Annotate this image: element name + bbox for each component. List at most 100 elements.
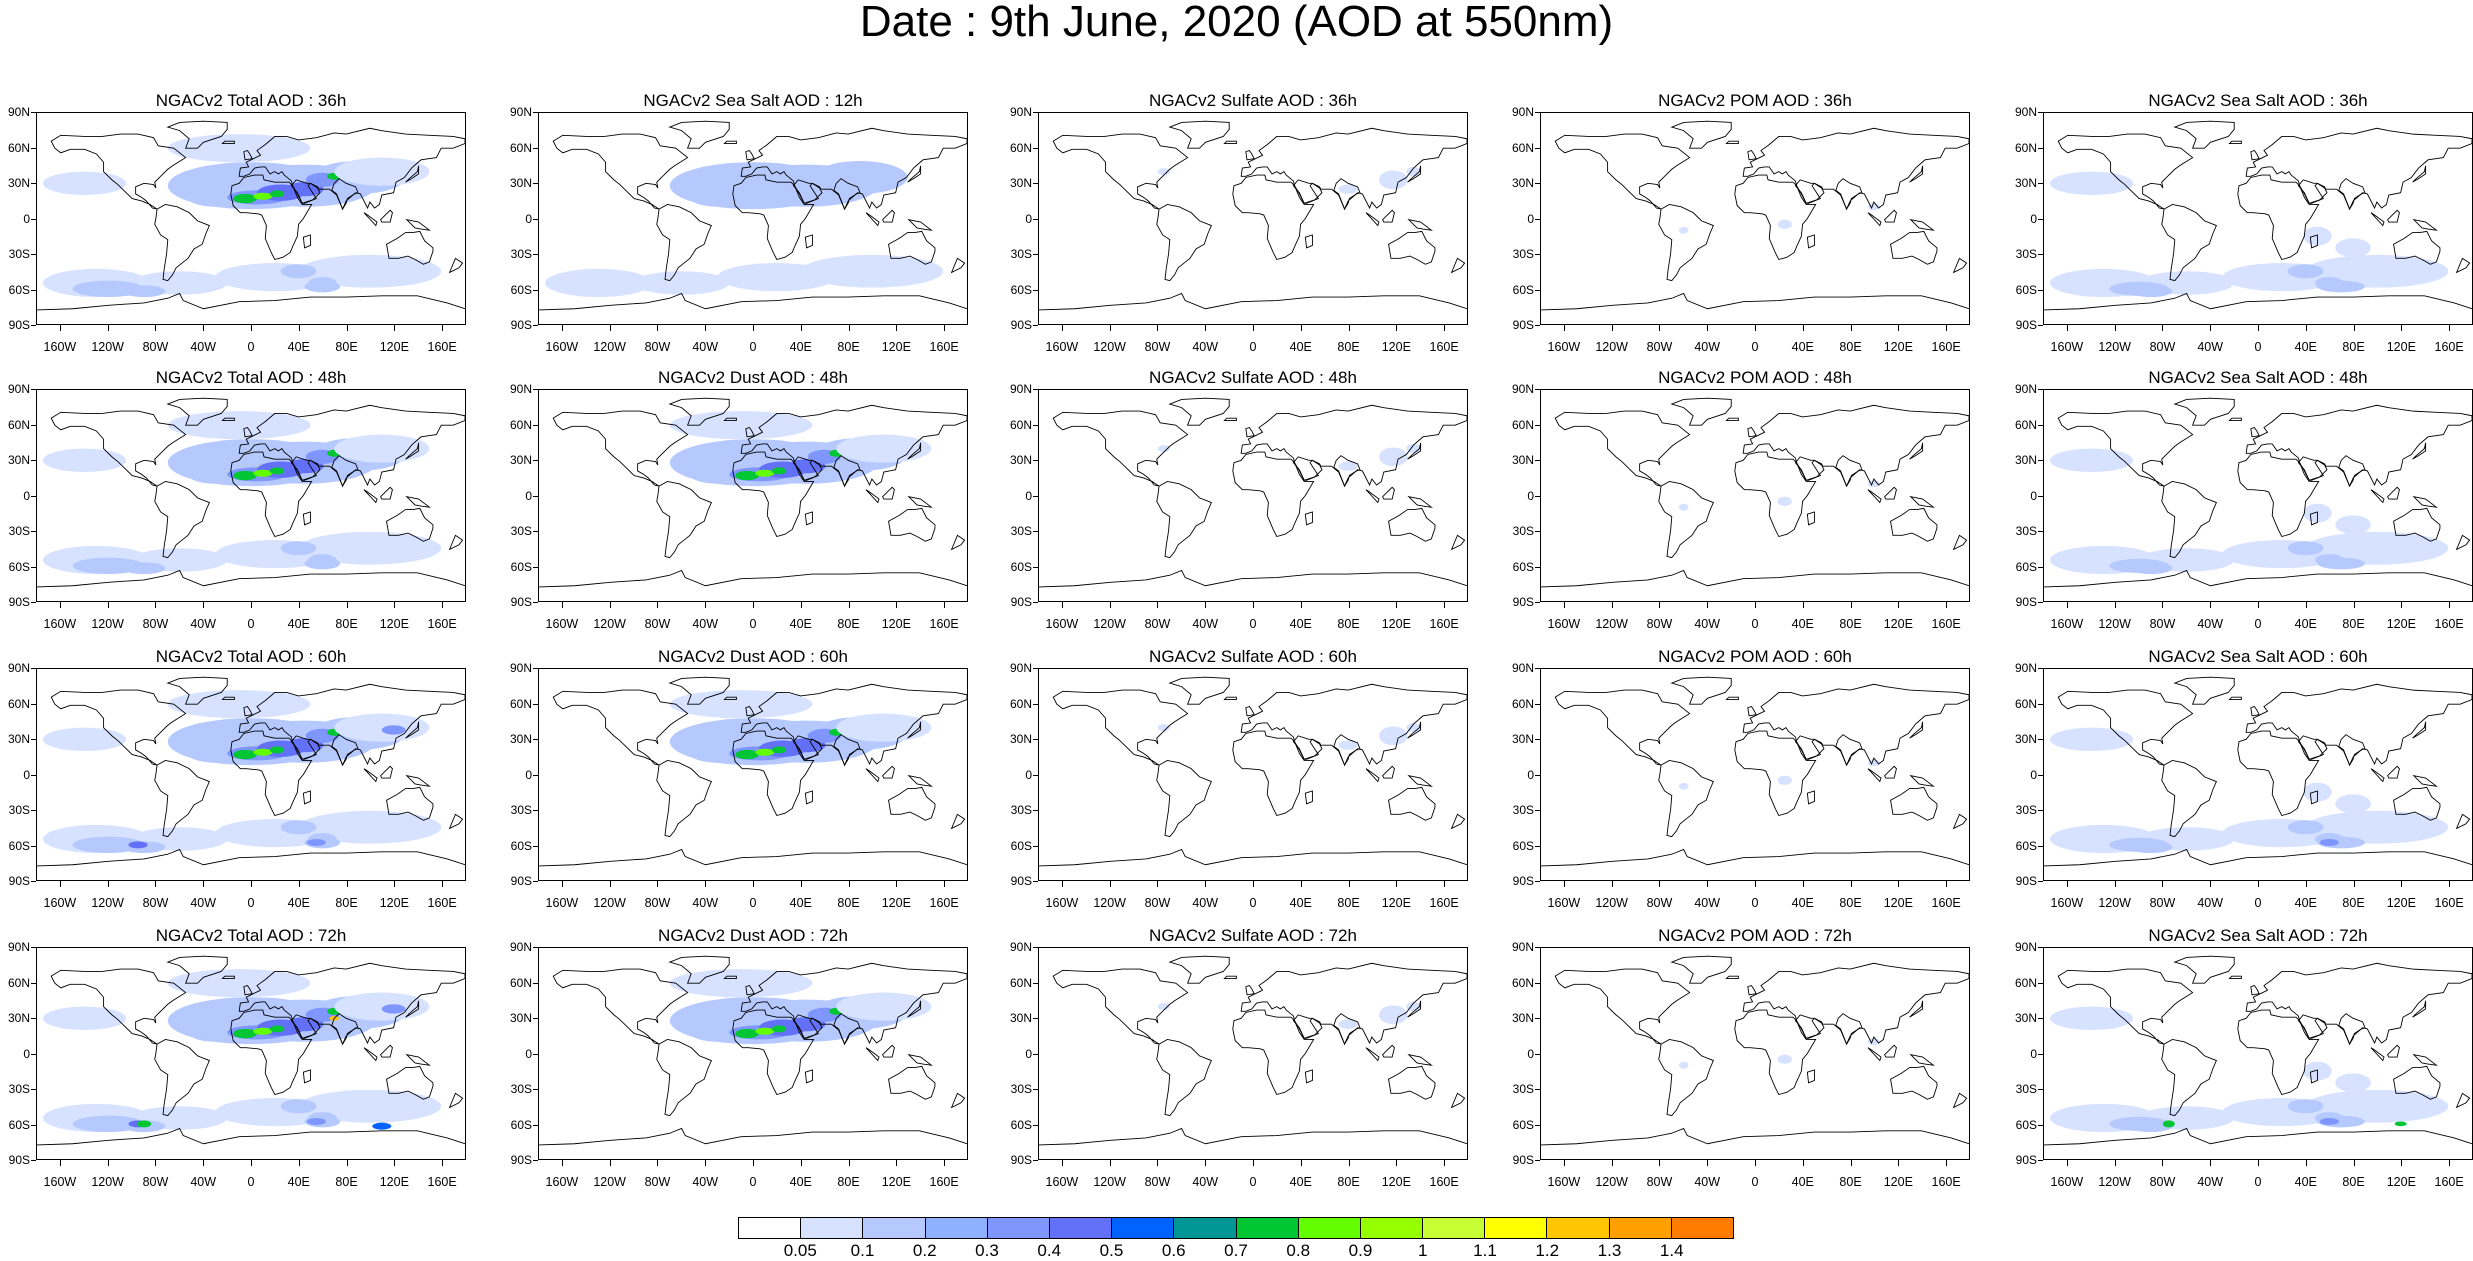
- coastline: [907, 1000, 922, 1018]
- latitude-tick: [1535, 183, 1540, 184]
- longitude-label: 160W: [1045, 1175, 1079, 1189]
- latitude-label: 90S: [1512, 874, 1534, 888]
- map-frame: [538, 389, 968, 602]
- map-frame: [1540, 112, 1970, 325]
- longitude-tick: [657, 602, 659, 608]
- longitude-tick: [657, 1160, 659, 1166]
- longitude-label: 160W: [1547, 340, 1581, 354]
- longitude-label: 80E: [837, 617, 860, 631]
- latitude-label: 90S: [510, 595, 532, 609]
- longitude-label: 40E: [2294, 340, 2317, 354]
- aod-shading: [2394, 1121, 2407, 1127]
- map-frame: [2043, 947, 2473, 1160]
- latitude-label: 90S: [2015, 595, 2037, 609]
- latitude-label: 90S: [1512, 318, 1534, 332]
- longitude-tick: [1611, 881, 1613, 887]
- longitude-label: 80E: [335, 896, 358, 910]
- coastline: [1232, 174, 1315, 261]
- colorbar-swatch: [1485, 1218, 1548, 1238]
- aod-shading: [185, 1018, 246, 1042]
- coastline: [745, 150, 755, 161]
- coastline: [1747, 150, 1757, 161]
- coastline: [405, 1053, 431, 1066]
- longitude-tick: [1563, 1160, 1565, 1166]
- longitude-label: 80E: [1839, 340, 1862, 354]
- latitude-tick: [2038, 460, 2043, 461]
- latitude-label: 90N: [2014, 940, 2037, 954]
- panel-title: NGACv2 POM AOD : 36h: [1658, 91, 1852, 110]
- longitude-tick: [2210, 325, 2212, 331]
- coastline: [2297, 456, 2328, 481]
- latitude-label: 30S: [1010, 247, 1032, 261]
- map-frame: [538, 668, 968, 881]
- longitude-label: 80W: [1144, 617, 1171, 631]
- map-panel: NGACv2 POM AOD : 60h 90N 60N 30N 0 30S 60S 90S 1…: [1504, 646, 2006, 916]
- longitude-label: 80W: [644, 896, 671, 910]
- latitude-tick: [1535, 1018, 1540, 1019]
- aod-shading: [1678, 782, 1689, 790]
- coastline: [2173, 397, 2235, 426]
- latitude-tick: [31, 147, 36, 149]
- longitude-tick: [394, 1160, 396, 1166]
- coastline: [792, 456, 823, 481]
- coastline: [656, 1038, 712, 1117]
- aod-shading: [2049, 1006, 2134, 1031]
- aod-shading: [72, 557, 144, 575]
- latitude-label: 60S: [510, 282, 532, 297]
- longitude-tick: [944, 1160, 946, 1166]
- longitude-label: 0: [749, 896, 757, 910]
- coastline: [37, 1127, 465, 1146]
- longitude-tick: [1061, 1160, 1063, 1166]
- colorbar-swatch: [987, 1218, 1050, 1238]
- coastline: [1382, 486, 1395, 500]
- aod-shading: [1379, 447, 1408, 467]
- longitude-label: 0: [1751, 617, 1759, 631]
- coastline: [1890, 1065, 1938, 1100]
- coastline: [888, 1065, 936, 1100]
- longitude-tick: [1109, 602, 1111, 608]
- longitude-label: 40E: [789, 617, 812, 631]
- coastline: [882, 209, 895, 223]
- coastline: [2412, 774, 2438, 787]
- longitude-tick: [1946, 602, 1948, 608]
- coastline: [405, 495, 431, 508]
- coastline: [380, 1044, 393, 1058]
- latitude-tick: [533, 531, 538, 532]
- latitude-tick: [1033, 566, 1038, 568]
- longitude-tick: [394, 881, 396, 887]
- latitude-label: 30N: [2014, 732, 2037, 746]
- aod-map: [37, 397, 465, 588]
- longitude-label: 80W: [1646, 896, 1673, 910]
- aod-shading: [2305, 531, 2449, 565]
- longitude-label: 80W: [142, 1175, 169, 1189]
- coastline: [1240, 404, 1467, 488]
- latitude-tick: [1535, 703, 1540, 705]
- longitude-tick: [753, 325, 754, 331]
- longitude-tick: [2401, 1160, 2403, 1166]
- aod-shading: [755, 1027, 775, 1035]
- panel-title: NGACv2 Total AOD : 48h: [155, 368, 347, 387]
- coastline: [907, 1053, 933, 1066]
- latitude-tick: [31, 947, 36, 948]
- longitude-label: 160W: [43, 1175, 77, 1189]
- longitude-label: 160E: [1931, 896, 1961, 910]
- aod-shading: [334, 992, 430, 1021]
- colorbar-label: 0.7: [1224, 1241, 1248, 1260]
- latitude-tick: [31, 566, 36, 568]
- longitude-tick: [442, 602, 444, 608]
- coastline: [1952, 1092, 1968, 1109]
- longitude-tick: [1109, 881, 1111, 887]
- aod-map: [37, 676, 465, 867]
- longitude-tick: [107, 602, 109, 608]
- coastline: [1333, 1013, 1361, 1046]
- longitude-label: 40E: [2294, 617, 2317, 631]
- coastline: [1867, 489, 1882, 504]
- coastline: [363, 489, 378, 504]
- aod-shading: [1338, 1019, 1358, 1029]
- longitude-tick: [800, 602, 802, 608]
- longitude-label: 40W: [2197, 617, 2224, 631]
- latitude-label: 90N: [1009, 940, 1032, 954]
- longitude-label: 40E: [1289, 896, 1312, 910]
- latitude-tick: [1033, 460, 1038, 461]
- latitude-label: 90N: [1009, 105, 1032, 119]
